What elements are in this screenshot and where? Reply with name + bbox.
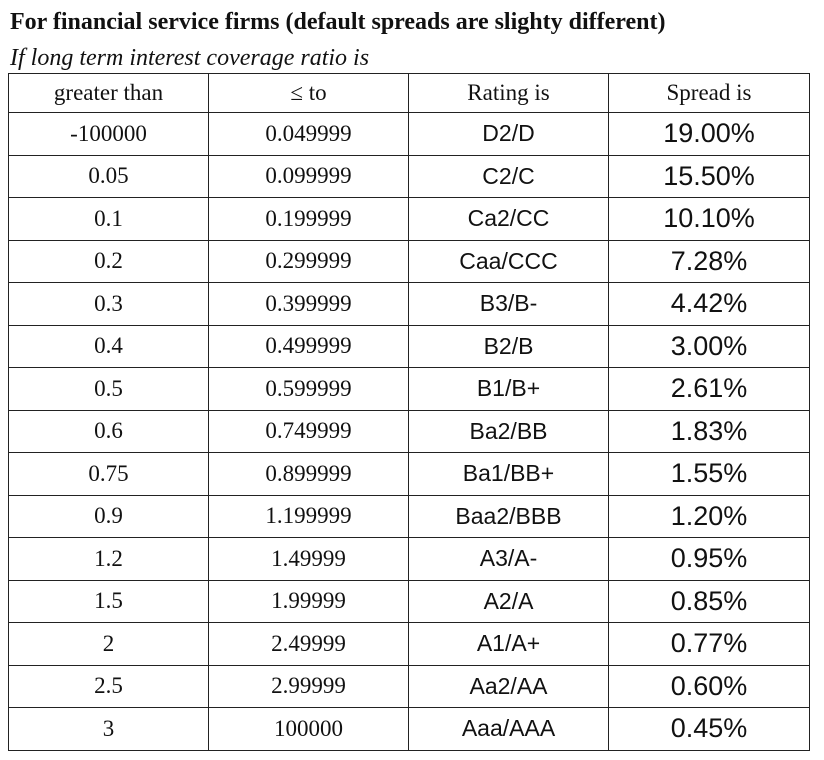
cell-rating: Ba1/BB+ bbox=[408, 452, 609, 496]
cell-less-or-equal: 0.499999 bbox=[208, 324, 409, 368]
cell-spread: 1.20% bbox=[608, 494, 810, 538]
table-row: 0.05 0.099999 C2/C 15.50% bbox=[8, 154, 810, 198]
cell-rating: B1/B+ bbox=[408, 367, 609, 411]
table-row: 3 100000 Aaa/AAA 0.45% bbox=[8, 707, 810, 751]
cell-greater-than: 0.2 bbox=[8, 239, 209, 283]
cell-rating: A1/A+ bbox=[408, 622, 609, 666]
table-row: 1.5 1.99999 A2/A 0.85% bbox=[8, 579, 810, 623]
cell-less-or-equal: 0.299999 bbox=[208, 239, 409, 283]
cell-greater-than: 2 bbox=[8, 622, 209, 666]
table-row: 0.4 0.499999 B2/B 3.00% bbox=[8, 324, 810, 368]
header-greater-than: greater than bbox=[8, 73, 209, 113]
cell-rating: A3/A- bbox=[408, 537, 609, 581]
cell-greater-than: 0.5 bbox=[8, 367, 209, 411]
cell-less-or-equal: 0.199999 bbox=[208, 197, 409, 241]
cell-rating: Caa/CCC bbox=[408, 239, 609, 283]
cell-spread: 1.83% bbox=[608, 409, 810, 453]
cell-rating: Ba2/BB bbox=[408, 409, 609, 453]
cell-rating: Baa2/BBB bbox=[408, 494, 609, 538]
cell-rating: C2/C bbox=[408, 154, 609, 198]
table-row: 2 2.49999 A1/A+ 0.77% bbox=[8, 622, 810, 666]
cell-spread: 0.77% bbox=[608, 622, 810, 666]
table-row: 0.5 0.599999 B1/B+ 2.61% bbox=[8, 367, 810, 411]
cell-rating: Ca2/CC bbox=[408, 197, 609, 241]
table-header: greater than ≤ to Rating is Spread is bbox=[8, 73, 810, 113]
cell-less-or-equal: 1.49999 bbox=[208, 537, 409, 581]
table-row: 0.9 1.199999 Baa2/BBB 1.20% bbox=[8, 494, 810, 538]
cell-greater-than: 0.1 bbox=[8, 197, 209, 241]
cell-spread: 19.00% bbox=[608, 112, 810, 156]
cell-rating: Aa2/AA bbox=[408, 664, 609, 708]
table-row: 0.1 0.199999 Ca2/CC 10.10% bbox=[8, 197, 810, 241]
cell-rating: Aaa/AAA bbox=[408, 707, 609, 751]
cell-greater-than: 0.05 bbox=[8, 154, 209, 198]
cell-greater-than: 0.9 bbox=[8, 494, 209, 538]
cell-rating: B3/B- bbox=[408, 282, 609, 326]
cell-rating: B2/B bbox=[408, 324, 609, 368]
header-less-or-equal: ≤ to bbox=[208, 73, 409, 113]
cell-rating: D2/D bbox=[408, 112, 609, 156]
cell-greater-than: 3 bbox=[8, 707, 209, 751]
cell-greater-than: 0.6 bbox=[8, 409, 209, 453]
table-row: 0.3 0.399999 B3/B- 4.42% bbox=[8, 282, 810, 326]
cell-greater-than: -100000 bbox=[8, 112, 209, 156]
cell-greater-than: 1.2 bbox=[8, 537, 209, 581]
cell-greater-than: 1.5 bbox=[8, 579, 209, 623]
table-row: 1.2 1.49999 A3/A- 0.95% bbox=[8, 537, 810, 581]
cell-spread: 4.42% bbox=[608, 282, 810, 326]
cell-greater-than: 0.4 bbox=[8, 324, 209, 368]
coverage-rating-table: greater than ≤ to Rating is Spread is -1… bbox=[8, 73, 810, 751]
cell-spread: 2.61% bbox=[608, 367, 810, 411]
cell-greater-than: 0.75 bbox=[8, 452, 209, 496]
cell-less-or-equal: 2.99999 bbox=[208, 664, 409, 708]
table-row: 2.5 2.99999 Aa2/AA 0.60% bbox=[8, 664, 810, 708]
cell-less-or-equal: 0.049999 bbox=[208, 112, 409, 156]
cell-spread: 0.95% bbox=[608, 537, 810, 581]
cell-less-or-equal: 1.199999 bbox=[208, 494, 409, 538]
cell-spread: 1.55% bbox=[608, 452, 810, 496]
cell-spread: 3.00% bbox=[608, 324, 810, 368]
cell-spread: 10.10% bbox=[608, 197, 810, 241]
cell-spread: 7.28% bbox=[608, 239, 810, 283]
document-subtitle: If long term interest coverage ratio is bbox=[10, 45, 370, 71]
cell-less-or-equal: 0.399999 bbox=[208, 282, 409, 326]
cell-less-or-equal: 1.99999 bbox=[208, 579, 409, 623]
header-spread: Spread is bbox=[608, 73, 810, 113]
document-title: For financial service firms (default spr… bbox=[10, 9, 666, 35]
cell-less-or-equal: 100000 bbox=[208, 707, 409, 751]
cell-less-or-equal: 0.749999 bbox=[208, 409, 409, 453]
cell-spread: 15.50% bbox=[608, 154, 810, 198]
cell-spread: 0.60% bbox=[608, 664, 810, 708]
header-rating: Rating is bbox=[408, 73, 609, 113]
cell-less-or-equal: 0.099999 bbox=[208, 154, 409, 198]
cell-greater-than: 2.5 bbox=[8, 664, 209, 708]
cell-less-or-equal: 0.899999 bbox=[208, 452, 409, 496]
table-body: -100000 0.049999 D2/D 19.00% 0.05 0.0999… bbox=[8, 112, 810, 751]
table-row: 0.2 0.299999 Caa/CCC 7.28% bbox=[8, 239, 810, 283]
cell-less-or-equal: 0.599999 bbox=[208, 367, 409, 411]
table-row: -100000 0.049999 D2/D 19.00% bbox=[8, 112, 810, 156]
table-row: 0.6 0.749999 Ba2/BB 1.83% bbox=[8, 409, 810, 453]
cell-rating: A2/A bbox=[408, 579, 609, 623]
header-row: greater than ≤ to Rating is Spread is bbox=[8, 73, 810, 113]
cell-spread: 0.45% bbox=[608, 707, 810, 751]
cell-greater-than: 0.3 bbox=[8, 282, 209, 326]
cell-spread: 0.85% bbox=[608, 579, 810, 623]
table-row: 0.75 0.899999 Ba1/BB+ 1.55% bbox=[8, 452, 810, 496]
cell-less-or-equal: 2.49999 bbox=[208, 622, 409, 666]
